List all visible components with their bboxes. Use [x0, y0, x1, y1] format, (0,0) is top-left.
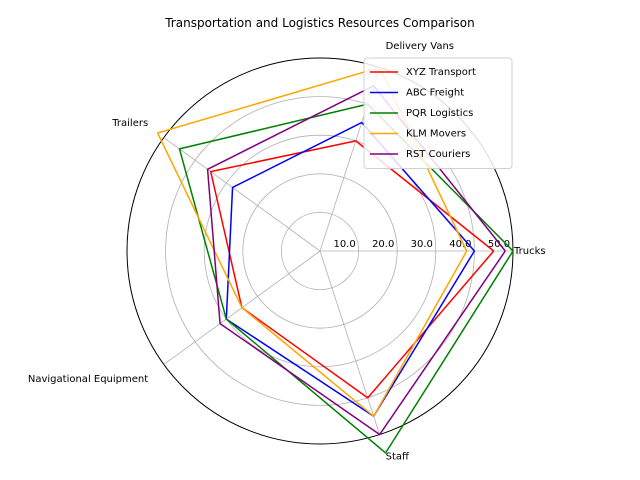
legend-label-1: ABC Freight — [406, 88, 464, 99]
spoke-2 — [163, 137, 321, 252]
r-tick-label: 50.0 — [488, 239, 510, 250]
legend: XYZ Transport ABC Freight PQR Logistics KLM… — [363, 57, 513, 169]
legend-label-4: RST Couriers — [406, 149, 470, 160]
chart-title: Transportation and Logistics Resources C… — [164, 16, 475, 30]
axis-label-1: Delivery Vans — [386, 41, 454, 52]
r-tick-label: 40.0 — [449, 239, 471, 250]
axis-label-0: Trucks — [513, 246, 546, 257]
r-tick-label: 30.0 — [411, 239, 433, 250]
spoke-4 — [319, 250, 381, 435]
legend-box — [363, 57, 513, 169]
legend-label-0: XYZ Transport — [406, 67, 476, 78]
axis-label-2: Trailers — [111, 118, 148, 129]
r-tick-label: 10.0 — [333, 239, 355, 250]
r-tick-label: 20.0 — [372, 239, 394, 250]
axis-label-4: Staff — [386, 451, 410, 462]
series-line-0 — [209, 140, 495, 399]
legend-label-2: PQR Logistics — [406, 108, 473, 119]
axis-labels: Trucks Delivery Vans Trailers Navigational … — [28, 41, 546, 462]
axis-label-3: Navigational Equipment — [28, 374, 148, 385]
legend-label-3: KLM Movers — [406, 129, 466, 140]
